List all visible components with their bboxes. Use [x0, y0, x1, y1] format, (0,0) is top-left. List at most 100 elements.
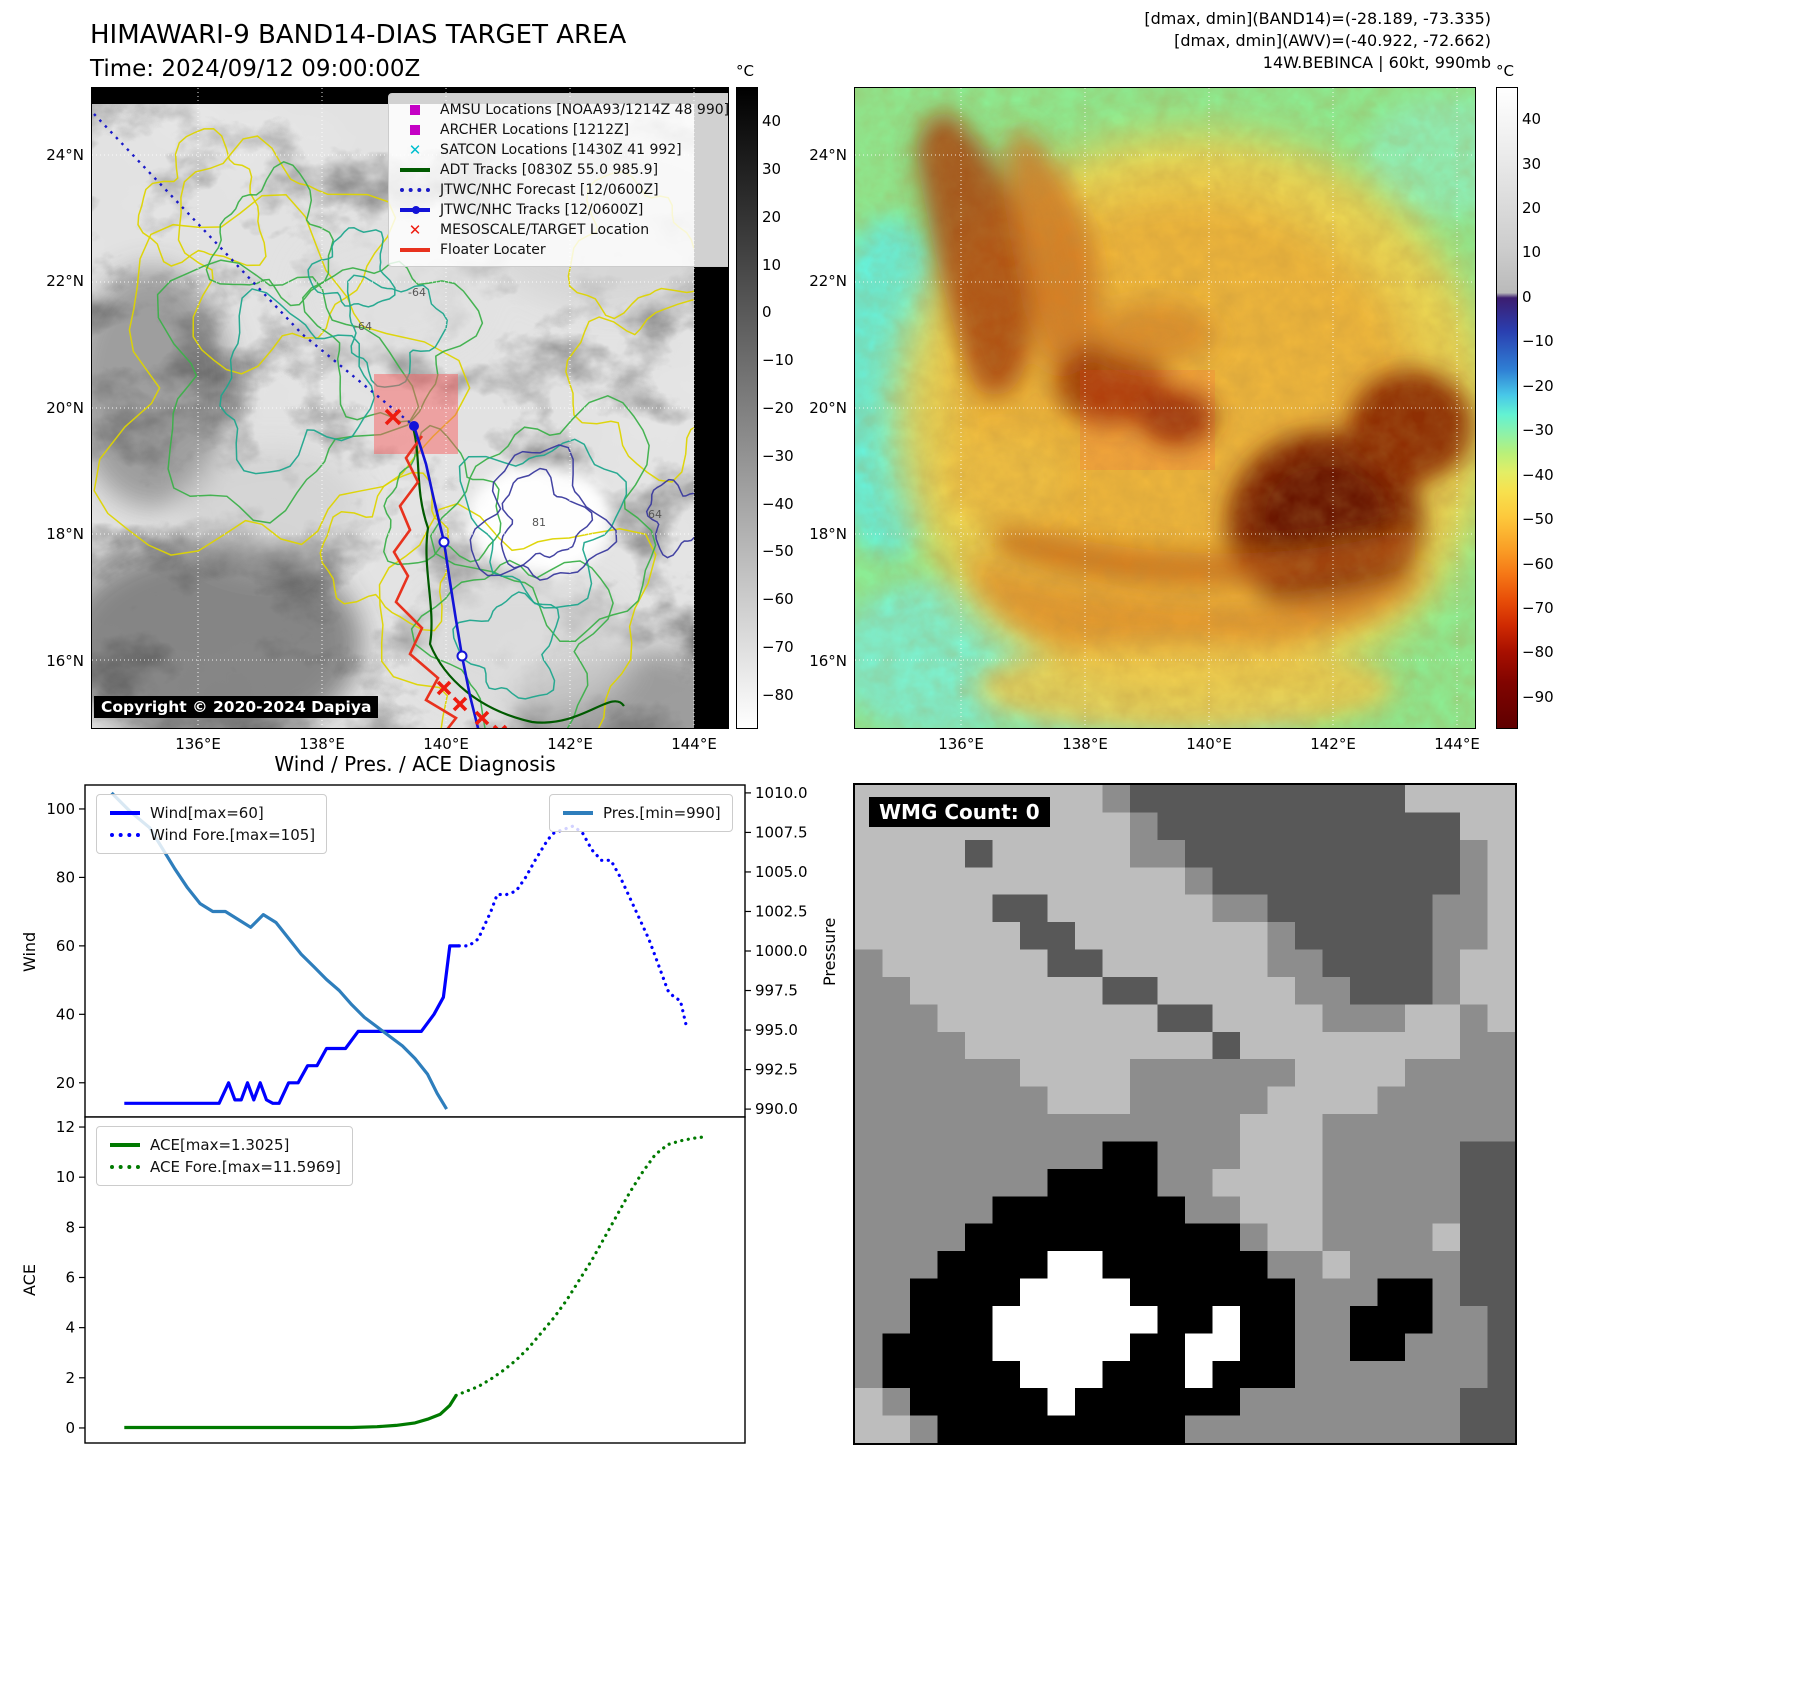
dotted-line-icon	[110, 833, 140, 837]
y-tick-label: 1007.5	[755, 823, 808, 841]
legend-item-tracks: JTWC/NHC Tracks [12/0600Z]	[398, 200, 728, 220]
wind-axis-label: Wind	[20, 931, 39, 972]
colorbar-tick-label: 40	[762, 112, 782, 131]
colorbar-tick-label: −50	[762, 542, 794, 561]
legend-label: JTWC/NHC Forecast [12/0600Z]	[440, 182, 659, 198]
x-marker-icon: ✕	[408, 141, 422, 159]
line-marker-icon	[400, 248, 430, 252]
colorbar-tick-label: −80	[762, 685, 794, 704]
y-tick-label: 60	[56, 937, 75, 955]
legend-item-satcon: ✕ SATCON Locations [1430Z 41 992]	[398, 140, 728, 160]
x-marker-icon: ✕	[408, 221, 422, 239]
colorbar-unit-label: °C	[1496, 62, 1514, 80]
y-tick-label: 4	[65, 1319, 75, 1337]
panel-a-time: Time: 2024/09/12 09:00:00Z	[90, 56, 421, 82]
contour-value-label: -64	[354, 320, 372, 333]
colorbar-tick-label: 20	[762, 207, 782, 226]
y-tick-label: 1010.0	[755, 784, 808, 802]
legend-label: Floater Locater	[440, 242, 546, 258]
lat-tick-label: 16°N	[46, 652, 84, 670]
colorbar-tick-label: −90	[1522, 687, 1554, 706]
awv-satellite-image	[855, 88, 1475, 728]
legend-label: SATCON Locations [1430Z 41 992]	[440, 142, 682, 158]
y-tick-label: 80	[56, 868, 75, 886]
header-right-block: [dmax, dmin](BAND14)=(-28.189, -73.335) …	[1144, 8, 1491, 74]
lon-tick-label: 142°E	[547, 735, 593, 753]
y-tick-label: 40	[56, 1005, 75, 1023]
awv-satellite-map[interactable]	[854, 87, 1476, 729]
ace-legend: ACE[max=1.3025] ACE Fore.[max=11.5969]	[96, 1126, 353, 1186]
lon-tick-label: 144°E	[671, 735, 717, 753]
y-tick-label: 992.5	[755, 1061, 798, 1079]
colorbar-tick-label: −20	[1522, 376, 1554, 395]
legend-item-archer: ARCHER Locations [1212Z]	[398, 120, 728, 140]
legend-item-ace: ACE[max=1.3025]	[108, 1134, 341, 1156]
panel-a-title: HIMAWARI-9 BAND14-DIAS TARGET AREA	[90, 20, 627, 50]
y-tick-label: 1005.0	[755, 863, 808, 881]
lat-tick-label: 18°N	[809, 525, 847, 543]
colorbar-tick-label: −40	[762, 494, 794, 513]
wind-legend: Wind[max=60] Wind Fore.[max=105]	[96, 794, 328, 854]
y-tick-label: 10	[56, 1168, 75, 1186]
contour-value-labels: -64 -64 81 64	[354, 286, 662, 529]
lon-tick-label: 136°E	[175, 735, 221, 753]
dotted-line-icon	[400, 188, 430, 192]
legend-label: JTWC/NHC Tracks [12/0600Z]	[440, 202, 644, 218]
lat-tick-label: 24°N	[809, 146, 847, 164]
band14-satellite-map[interactable]: -64 -64 81 64	[91, 87, 729, 729]
square-marker-icon	[410, 125, 420, 135]
lat-tick-label: 22°N	[46, 272, 84, 290]
lon-tick-label: 138°E	[299, 735, 345, 753]
wind-pres-ace-chart[interactable]: 20406080100990.0992.5995.0997.51000.0100…	[0, 745, 845, 1455]
lat-tick-label: 18°N	[46, 525, 84, 543]
y-tick-label: 2	[65, 1369, 75, 1387]
lon-tick-label: 140°E	[423, 735, 469, 753]
storm-info-text: 14W.BEBINCA | 60kt, 990mb	[1262, 53, 1491, 72]
legend-label: Wind Fore.[max=105]	[150, 826, 316, 844]
legend-item-ace-fore: ACE Fore.[max=11.5969]	[108, 1156, 341, 1178]
jtwc-track-line	[409, 421, 480, 728]
colorbar-tick-label: 0	[762, 303, 772, 322]
target-area-tint	[1080, 370, 1215, 470]
y-tick-label: 1000.0	[755, 942, 808, 960]
y-tick-label: 20	[56, 1074, 75, 1092]
lat-tick-label: 20°N	[46, 399, 84, 417]
colorbar-tick-label: 0	[1522, 287, 1532, 306]
legend-item-pres: Pres.[min=990]	[561, 802, 721, 824]
ace-axis-label: ACE	[20, 1264, 39, 1296]
legend-item-forecast: JTWC/NHC Forecast [12/0600Z]	[398, 180, 728, 200]
legend-label: ADT Tracks [0830Z 55.0 985.9]	[440, 162, 659, 178]
lat-tick-label: 24°N	[46, 146, 84, 164]
colorbar-tick-label: −50	[1522, 510, 1554, 529]
colorbar-tick-label: −20	[762, 399, 794, 417]
series-line	[110, 791, 448, 1110]
colorbar-tick-label: 30	[1522, 154, 1542, 173]
line-marker-icon	[110, 1143, 140, 1147]
wmg-panel[interactable]: WMG Count: 0	[853, 783, 1517, 1445]
line-marker-icon	[400, 168, 430, 172]
lon-tick-label: 142°E	[1310, 735, 1356, 753]
colorbar-tick-label: 10	[1522, 243, 1542, 262]
colorbar-tick-label: −70	[1522, 599, 1554, 617]
series-line	[124, 944, 460, 1105]
wmg-count-label: WMG Count: 0	[869, 797, 1050, 827]
legend-item-mesoscale: ✕ MESOSCALE/TARGET Location	[398, 220, 728, 240]
diagnosis-chart-title: Wind / Pres. / ACE Diagnosis	[274, 752, 556, 776]
y-tick-label: 995.0	[755, 1021, 798, 1039]
legend-item-wind-fore: Wind Fore.[max=105]	[108, 824, 315, 846]
y-tick-label: 1002.5	[755, 902, 808, 920]
y-tick-label: 6	[65, 1268, 75, 1286]
legend-label: Wind[max=60]	[150, 804, 264, 822]
lon-tick-label: 138°E	[1062, 735, 1108, 753]
lat-tick-label: 22°N	[809, 272, 847, 290]
colorbar-tick-label: −60	[762, 590, 794, 609]
copyright-label: Copyright © 2020-2024 Dapiya	[94, 696, 379, 718]
colorbar-tick-label: 10	[762, 255, 782, 274]
y-tick-label: 997.5	[755, 982, 798, 1000]
colorbar-unit-label: °C	[736, 62, 754, 80]
wmg-image	[855, 785, 1515, 1443]
legend-item-wind: Wind[max=60]	[108, 802, 315, 824]
colorbar-band14	[736, 87, 758, 729]
lon-tick-label: 136°E	[938, 735, 984, 753]
